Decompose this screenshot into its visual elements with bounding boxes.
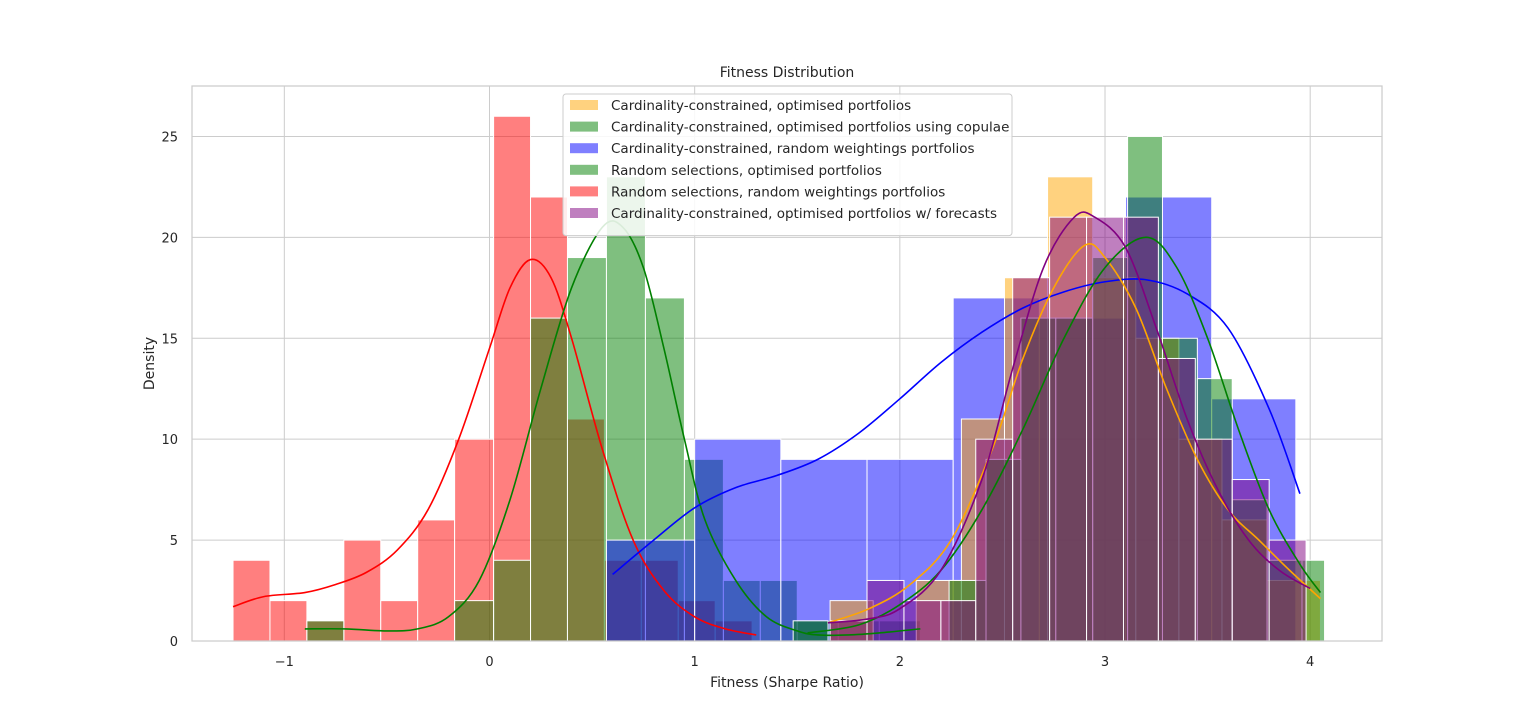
histogram-bar <box>1012 277 1051 642</box>
kde-curve <box>827 242 1321 624</box>
kde-curve <box>232 258 757 636</box>
legend-entry: Random selections, random weightings por… <box>611 184 945 200</box>
y-tick-label: 10 <box>161 433 178 448</box>
legend-swatch <box>570 186 598 197</box>
histogram-bar <box>380 600 419 642</box>
x-tick-label: 4 <box>1306 655 1314 670</box>
x-tick-label: 0 <box>485 655 493 670</box>
histogram-bar <box>694 438 782 642</box>
kde-curves <box>232 211 1322 637</box>
histogram-bar <box>493 559 532 642</box>
x-tick-label: 3 <box>1101 655 1109 670</box>
legend: Cardinality-constrained, optimised portf… <box>562 93 1013 237</box>
histogram-bars <box>232 115 1326 642</box>
histogram-bar <box>1122 216 1159 642</box>
legend-swatch <box>570 100 598 110</box>
kde-curve <box>612 278 1301 576</box>
x-tick-label: −1 <box>275 655 294 670</box>
tick-labels: −1 0 1 2 3 4 0 5 10 15 20 25 <box>161 130 1314 670</box>
histogram-bar <box>306 620 345 642</box>
y-axis-label: Density <box>142 337 158 390</box>
histogram-bar <box>1231 479 1270 642</box>
legend-swatch <box>570 164 598 175</box>
chart-title: Fitness Distribution <box>720 65 855 81</box>
legend-swatch <box>570 143 598 154</box>
histogram-bar <box>454 600 495 642</box>
x-tick-label: 2 <box>896 655 904 670</box>
kde-curve <box>304 220 921 637</box>
legend-box <box>562 93 1013 237</box>
histogram-bar <box>903 600 942 642</box>
y-tick-label: 25 <box>161 130 178 145</box>
x-axis-label: Fitness (Sharpe Ratio) <box>710 675 864 691</box>
kde-curve <box>827 211 1311 624</box>
histogram-bar <box>417 519 456 642</box>
y-tick-label: 5 <box>170 534 178 549</box>
legend-entry: Cardinality-constrained, optimised portf… <box>611 98 911 114</box>
histogram-bar <box>605 539 696 642</box>
histogram-bar <box>530 317 568 642</box>
legend-entry: Cardinality-constrained, optimised portf… <box>611 206 997 222</box>
legend-entry: Cardinality-constrained, optimised portf… <box>611 120 1009 136</box>
histogram-bar <box>975 438 1014 642</box>
plot-frame <box>191 85 1383 642</box>
histogram-bar <box>269 600 308 642</box>
legend-entry: Random selections, optimised portfolios <box>611 163 882 179</box>
histogram-bar <box>343 539 382 642</box>
legend-entry: Cardinality-constrained, random weightin… <box>611 141 975 157</box>
histogram-bar <box>1157 357 1196 642</box>
legend-swatch <box>570 121 598 132</box>
histogram-bar <box>1194 438 1233 642</box>
histogram-bar <box>566 257 607 642</box>
y-tick-label: 20 <box>161 231 178 246</box>
histogram-bar <box>940 600 977 642</box>
y-tick-label: 0 <box>170 635 178 650</box>
x-tick-label: 1 <box>691 655 699 670</box>
legend-swatch <box>570 208 598 218</box>
histogram-bar <box>1049 216 1088 642</box>
y-tick-label: 15 <box>161 332 178 347</box>
kde-curve <box>807 236 1322 634</box>
